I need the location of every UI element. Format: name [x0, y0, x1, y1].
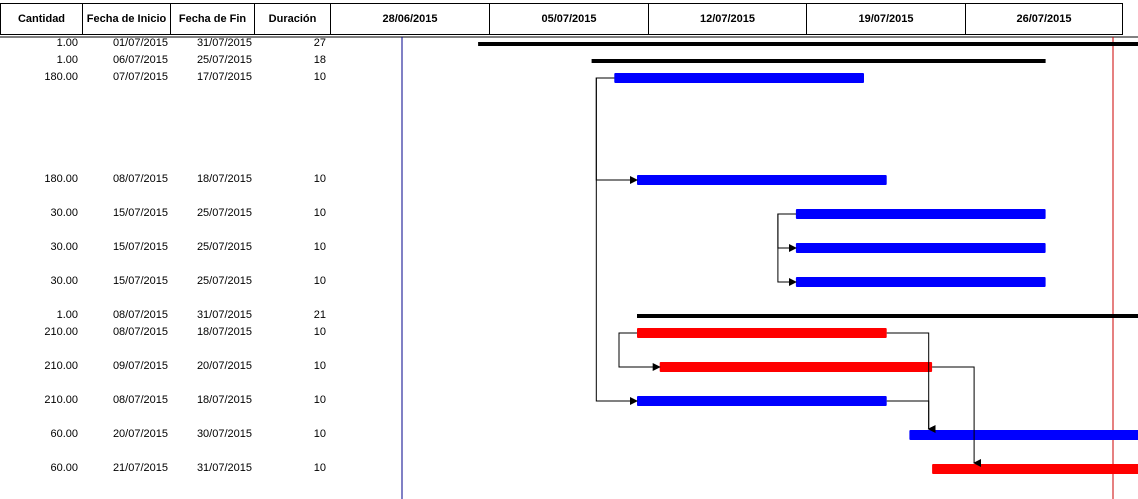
summary-bar [478, 42, 1138, 46]
task-bar [614, 73, 864, 83]
cell-inicio: 08/07/2015 [112, 173, 168, 185]
cell-duracion: 10 [313, 241, 326, 253]
header-cantidad[interactable]: Cantidad [0, 3, 82, 35]
header-fecha-inicio[interactable]: Fecha de Inicio [82, 3, 170, 35]
cell-cantidad: 1.00 [56, 309, 78, 321]
cell-fin: 31/07/2015 [196, 37, 252, 49]
task-bar [637, 396, 887, 406]
task-bar [795, 277, 1046, 287]
cell-fin: 25/07/2015 [196, 207, 252, 219]
dependency-arrow [777, 213, 797, 286]
cell-duracion: 21 [313, 309, 326, 321]
cell-duracion: 18 [313, 54, 326, 66]
cell-duracion: 10 [313, 275, 326, 287]
cell-cantidad: 30.00 [50, 275, 78, 287]
cell-duracion: 10 [313, 462, 326, 474]
critical-task-bar [932, 464, 1138, 474]
cell-cantidad: 210.00 [44, 394, 78, 406]
cell-duracion: 10 [313, 71, 326, 83]
cell-inicio: 20/07/2015 [112, 428, 168, 440]
cell-duracion: 10 [313, 428, 326, 440]
dependency-arrow [886, 400, 936, 433]
cell-inicio: 08/07/2015 [112, 394, 168, 406]
header-duracion[interactable]: Duración [254, 3, 330, 35]
cell-inicio: 07/07/2015 [112, 71, 168, 83]
header-week-4[interactable]: 19/07/2015 [806, 3, 965, 35]
cell-fin: 17/07/2015 [196, 71, 252, 83]
summary-bar [637, 314, 1138, 318]
header-fecha-fin[interactable]: Fecha de Fin [170, 3, 254, 35]
cell-cantidad: 60.00 [50, 462, 78, 474]
cell-fin: 30/07/2015 [196, 428, 252, 440]
cell-cantidad: 30.00 [50, 241, 78, 253]
critical-task-bar [637, 328, 887, 338]
cell-fin: 25/07/2015 [196, 54, 252, 66]
dependency-arrow [618, 332, 661, 371]
cell-cantidad: 210.00 [44, 360, 78, 372]
dependency-arrow [595, 77, 638, 184]
cell-inicio: 06/07/2015 [112, 54, 168, 66]
cell-duracion: 10 [313, 360, 326, 372]
cell-duracion: 10 [313, 326, 326, 338]
task-bar [795, 209, 1046, 219]
cell-fin: 25/07/2015 [196, 275, 252, 287]
cell-fin: 20/07/2015 [196, 360, 252, 372]
cell-duracion: 10 [313, 173, 326, 185]
dependency-arrow [595, 77, 638, 405]
cell-fin: 18/07/2015 [196, 326, 252, 338]
header-week-5[interactable]: 26/07/2015 [965, 3, 1123, 35]
cell-inicio: 15/07/2015 [112, 275, 168, 287]
cell-fin: 18/07/2015 [196, 394, 252, 406]
cell-fin: 25/07/2015 [196, 241, 252, 253]
header-week-1[interactable]: 28/06/2015 [330, 3, 489, 35]
header-week-2[interactable]: 05/07/2015 [489, 3, 648, 35]
cell-cantidad: 60.00 [50, 428, 78, 440]
dependency-arrow [777, 213, 797, 252]
dependency-arrow [886, 332, 936, 433]
cell-cantidad: 180.00 [44, 173, 78, 185]
cell-cantidad: 1.00 [56, 54, 78, 66]
cell-inicio: 08/07/2015 [112, 309, 168, 321]
cell-fin: 31/07/2015 [196, 462, 252, 474]
cell-cantidad: 210.00 [44, 326, 78, 338]
summary-bar [591, 59, 1046, 63]
cell-cantidad: 1.00 [56, 37, 78, 49]
cell-inicio: 15/07/2015 [112, 207, 168, 219]
task-bar [637, 175, 887, 185]
cell-duracion: 27 [313, 37, 326, 49]
task-bar [795, 243, 1046, 253]
dependency-arrow [932, 366, 982, 467]
critical-task-bar [659, 362, 933, 372]
cell-duracion: 10 [313, 207, 326, 219]
cell-fin: 18/07/2015 [196, 173, 252, 185]
cell-inicio: 08/07/2015 [112, 326, 168, 338]
cell-inicio: 21/07/2015 [112, 462, 168, 474]
cell-inicio: 09/07/2015 [112, 360, 168, 372]
header-week-3[interactable]: 12/07/2015 [648, 3, 806, 35]
cell-cantidad: 180.00 [44, 71, 78, 83]
cell-cantidad: 30.00 [50, 207, 78, 219]
task-bar [909, 430, 1138, 440]
cell-fin: 31/07/2015 [196, 309, 252, 321]
cell-duracion: 10 [313, 394, 326, 406]
cell-inicio: 15/07/2015 [112, 241, 168, 253]
cell-inicio: 01/07/2015 [112, 37, 168, 49]
